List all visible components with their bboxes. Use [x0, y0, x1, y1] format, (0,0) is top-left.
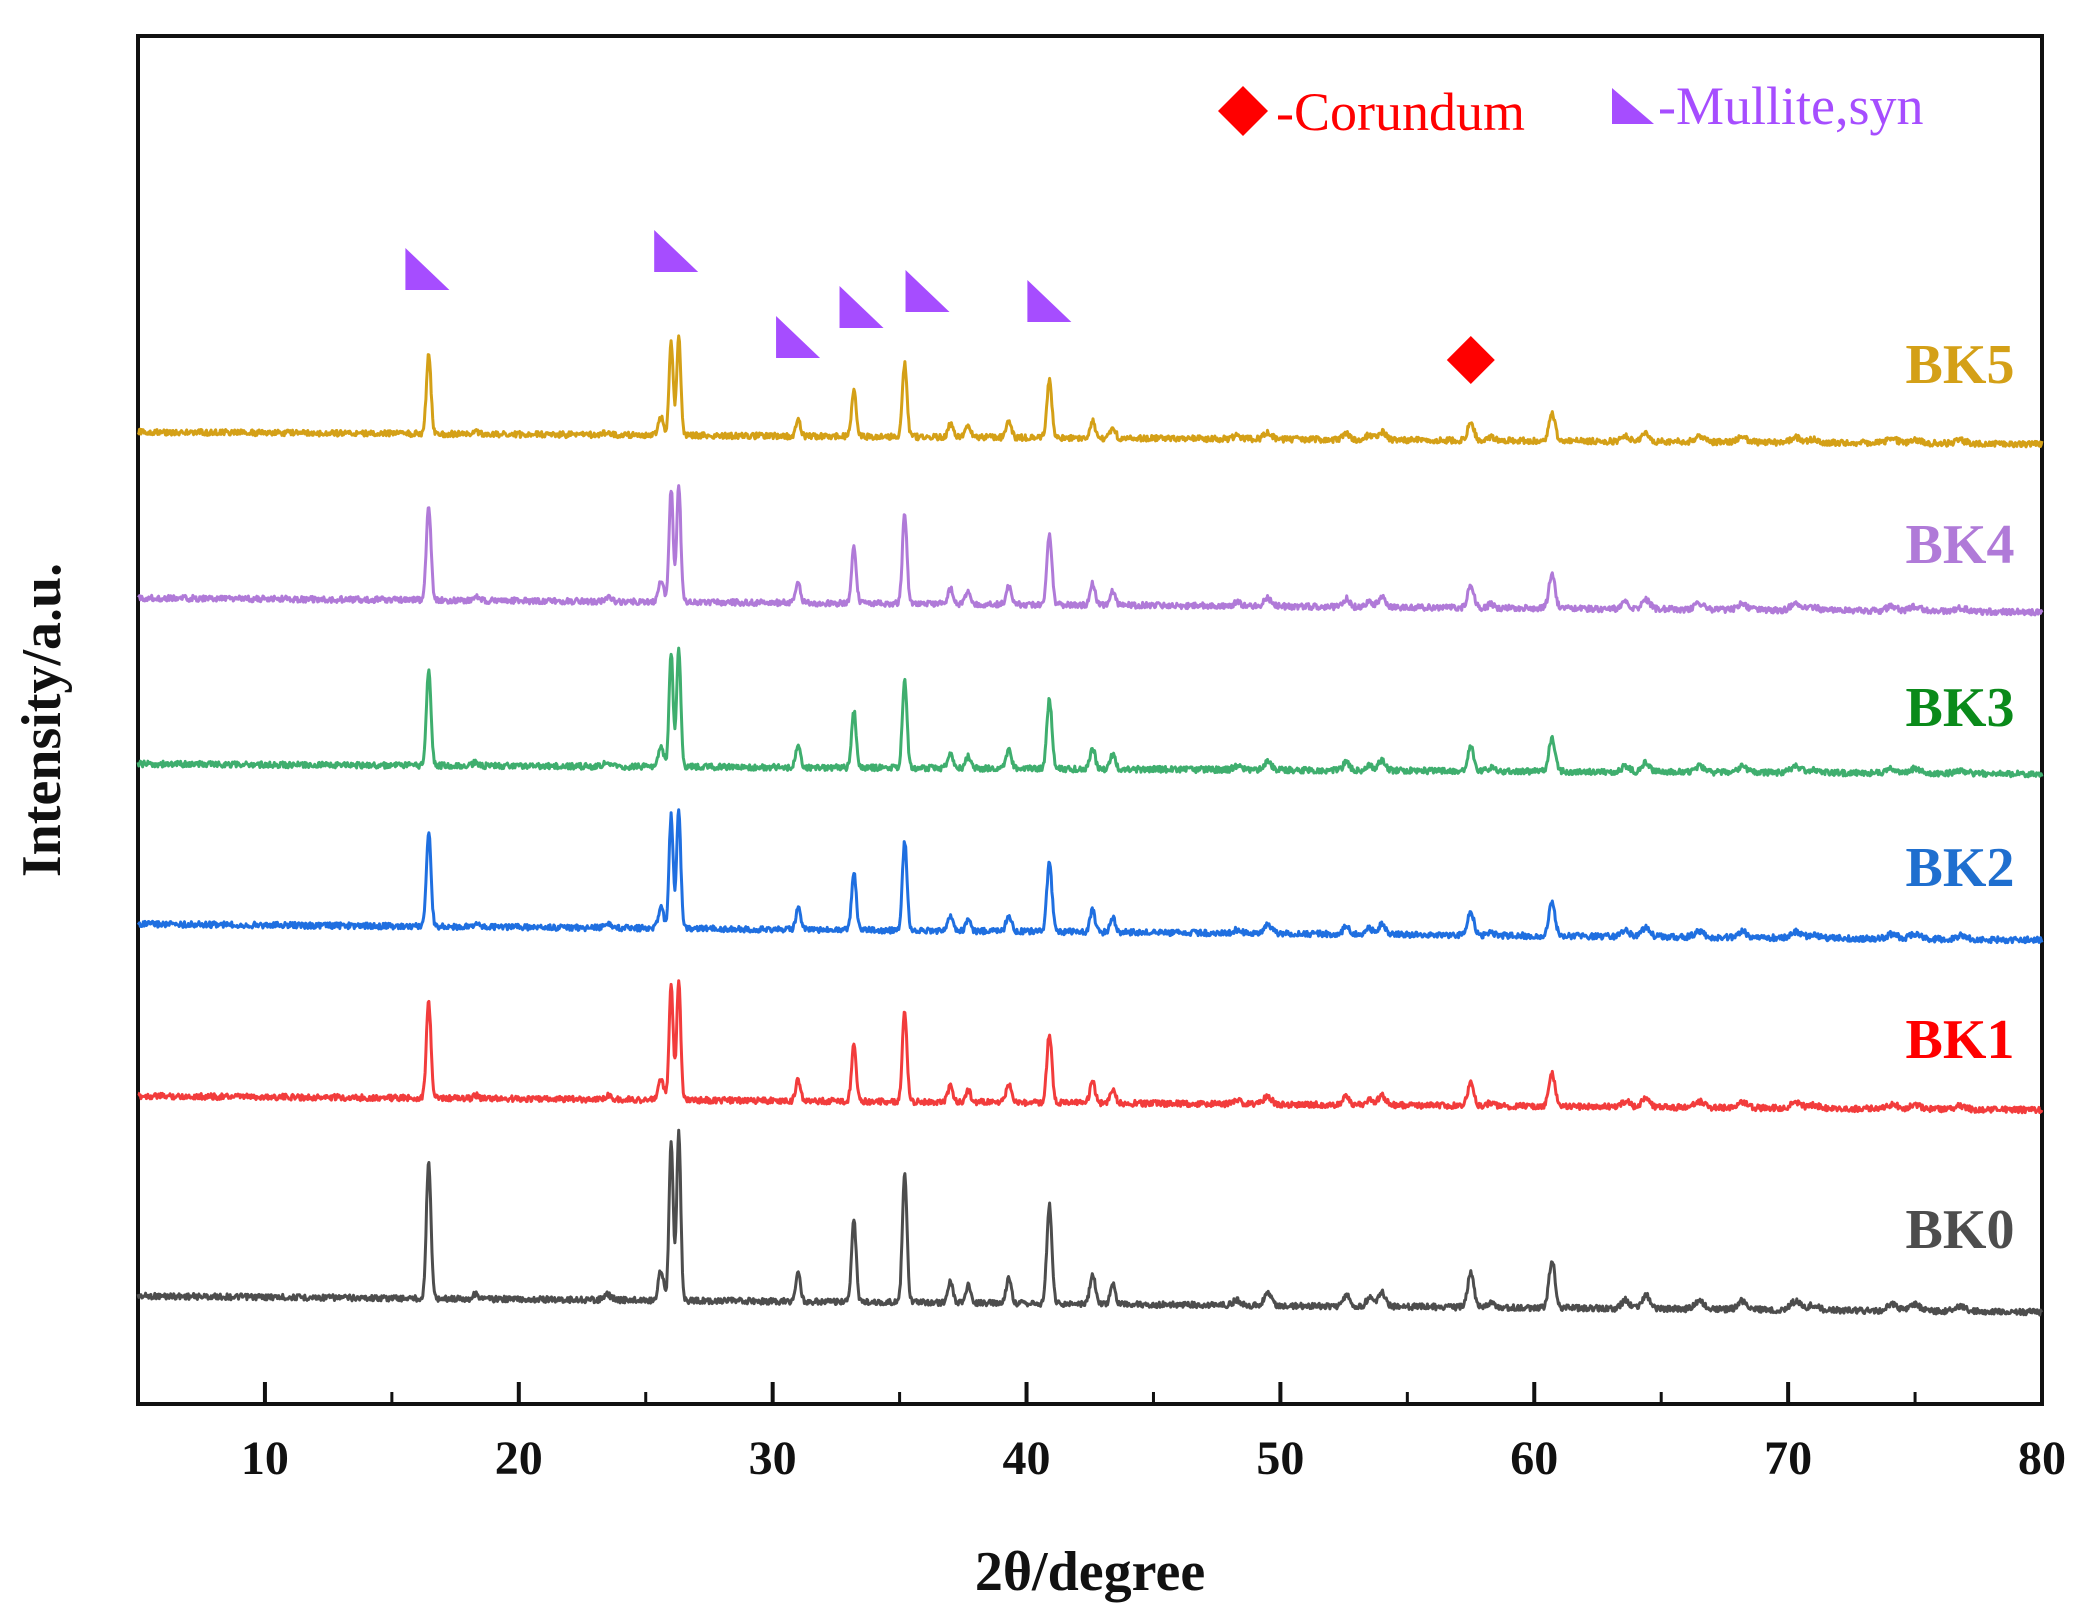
mullite-triangle-icon — [654, 230, 699, 272]
x-axis: 10 20 30 40 50 60 70 80 — [241, 1382, 2066, 1485]
x-tick-label-50: 50 — [1256, 1432, 1304, 1485]
mullite-triangle-icon — [839, 286, 884, 328]
mullite-triangle-icon — [405, 248, 450, 290]
series-line-bk1 — [137, 979, 2044, 1115]
series-label-bk5: BK5 — [1906, 334, 2015, 396]
series-label-bk0: BK0 — [1906, 1199, 2015, 1261]
series-label-bk1: BK1 — [1906, 1009, 2015, 1071]
series-line-bk4 — [137, 484, 2044, 617]
corundum-diamond-icon — [1446, 336, 1495, 384]
legend: -Corundum -Mullite,syn — [1218, 76, 1924, 142]
mullite-triangle-icon — [905, 270, 950, 312]
y-axis-title: Intensity/a.u. — [11, 563, 73, 877]
series-line-bk0 — [136, 1128, 2044, 1317]
x-tick-label-30: 30 — [749, 1432, 797, 1485]
legend-mullite-label: -Mullite,syn — [1658, 76, 1924, 136]
x-axis-title: 2θ/degree — [975, 1541, 1205, 1603]
x-tick-label-80: 80 — [2018, 1432, 2066, 1485]
plot-frame — [136, 34, 2044, 1406]
series-line-bk5 — [136, 334, 2044, 449]
mullite-triangle-icon — [776, 316, 821, 358]
peak-markers — [405, 230, 1495, 384]
series-group: BK0 BK1 BK2 BK3 BK4 BK5 — [136, 334, 2044, 1317]
series-line-bk3 — [136, 646, 2044, 779]
series-label-bk3: BK3 — [1906, 677, 2015, 739]
legend-corundum-diamond-icon — [1218, 86, 1268, 136]
x-tick-label-10: 10 — [241, 1432, 289, 1485]
series-label-bk2: BK2 — [1906, 837, 2015, 899]
series-line-bk2 — [136, 808, 2044, 945]
legend-mullite-triangle-icon — [1612, 88, 1654, 124]
legend-corundum-label: -Corundum — [1276, 82, 1525, 142]
x-tick-label-70: 70 — [1764, 1432, 1812, 1485]
mullite-triangle-icon — [1027, 280, 1072, 322]
x-tick-label-60: 60 — [1510, 1432, 1558, 1485]
x-tick-label-40: 40 — [1003, 1432, 1051, 1485]
x-tick-label-20: 20 — [495, 1432, 543, 1485]
series-label-bk4: BK4 — [1906, 514, 2015, 576]
